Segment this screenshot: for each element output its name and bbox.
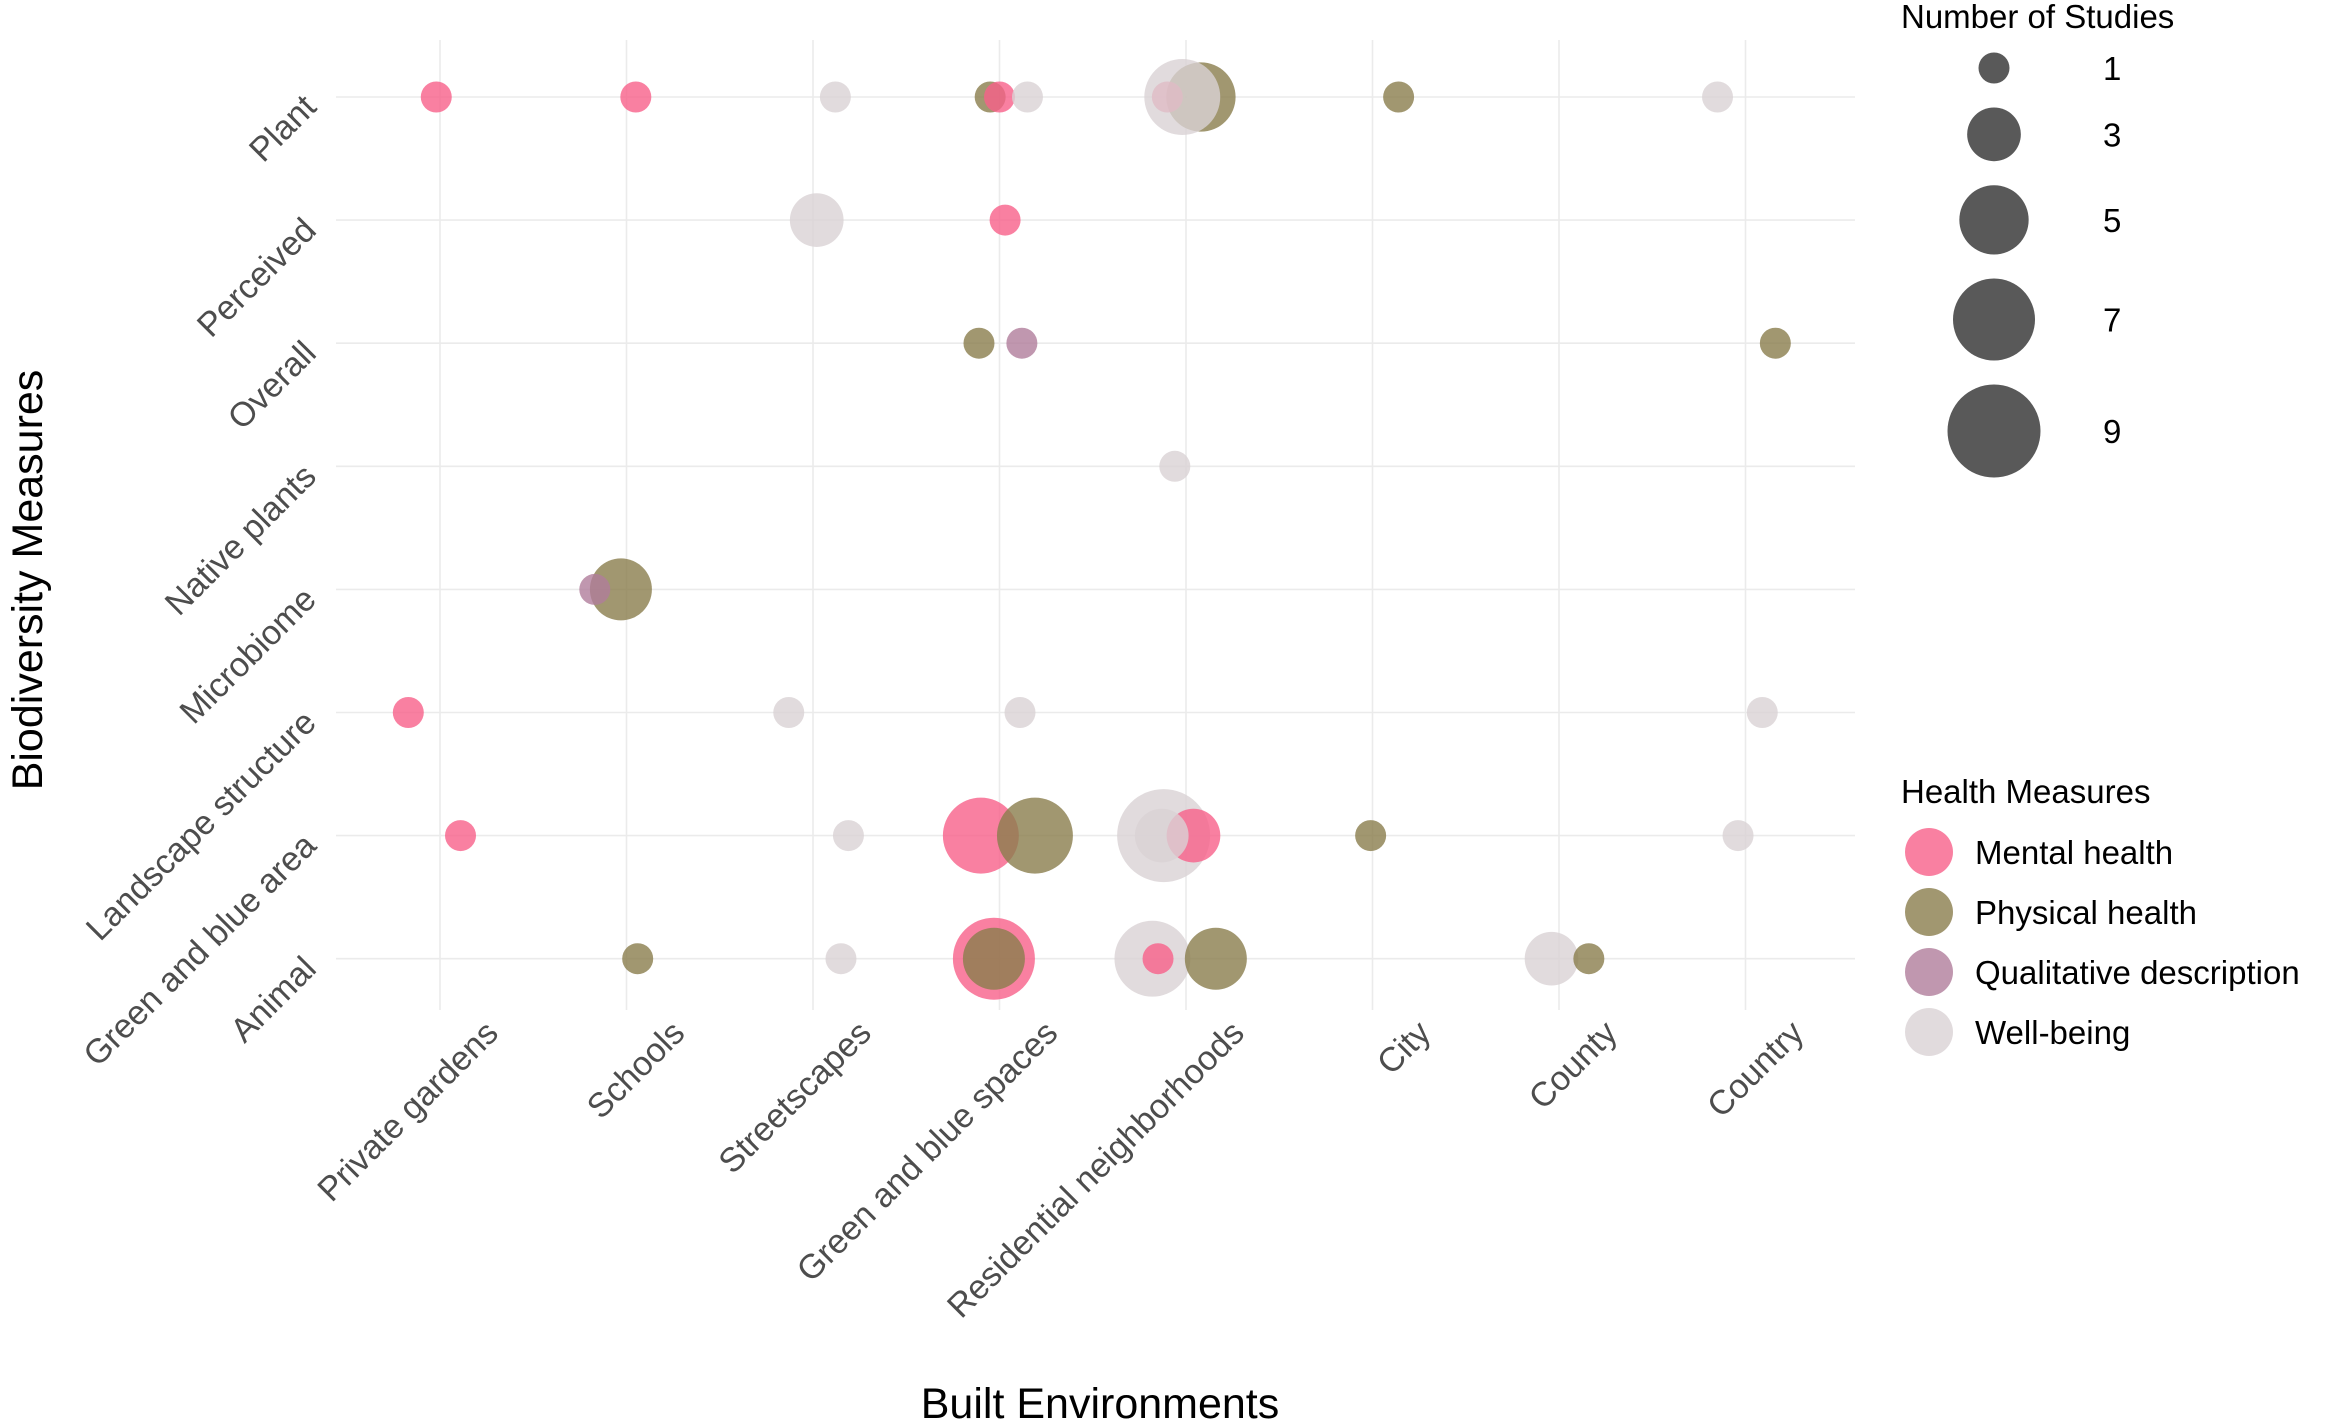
bubble-green-and-blue-spaces-animal-physical-health (962, 927, 1025, 990)
x-tick-streetscapes: Streetscapes (711, 1014, 878, 1181)
y-tick-perceived: Perceived (190, 211, 324, 345)
bubble-green-and-blue-spaces-landscape-structure-well-being (1004, 697, 1036, 728)
bubble-private-gardens-landscape-structure-mental-health (392, 697, 424, 728)
y-tick-plant: Plant (242, 87, 324, 169)
size-legend-circle-9 (1947, 384, 2041, 478)
color-legend-key-well-being (1905, 1008, 1953, 1056)
x-tick-country: Country (1700, 1014, 1811, 1125)
size-legend-label-7: 7 (2103, 302, 2121, 339)
x-axis-title: Built Environments (921, 1380, 1280, 1424)
bubble-green-and-blue-spaces-perceived-mental-health (989, 204, 1021, 236)
bubble-green-and-blue-spaces-green-and-blue-area-physical-health (996, 797, 1073, 874)
size-legend-circle-1 (1978, 52, 2010, 84)
color-legend-label-mental-health: Mental health (1975, 834, 2173, 871)
bubble-country-plant-well-being (1702, 81, 1734, 113)
bubble-residential-neighborhoods-animal-physical-health (1184, 927, 1247, 990)
y-tick-animal: Animal (223, 949, 323, 1049)
x-tick-private-gardens: Private gardens (310, 1014, 505, 1209)
x-tick-city: City (1370, 1014, 1438, 1082)
y-tick-landscape-structure: Landscape structure (79, 703, 324, 948)
x-tick-schools: Schools (580, 1014, 692, 1126)
size-legend-label-5: 5 (2103, 202, 2121, 239)
color-legend-title: Health Measures (1901, 773, 2150, 810)
bubble-country-landscape-structure-well-being (1746, 697, 1778, 728)
bubble-green-and-blue-spaces-green-and-blue-area-mental-health (942, 797, 1019, 874)
color-legend-items: Mental health Physical health Qualitative … (1905, 828, 2300, 1056)
bubble-county-animal-physical-health (1573, 943, 1605, 975)
bubble-streetscapes-green-and-blue-area-well-being (832, 820, 864, 852)
color-legend-key-mental-health (1905, 828, 1953, 876)
color-legend: Health Measures Mental health Physical he… (1901, 773, 2300, 1056)
color-legend-label-well-being: Well-being (1975, 1014, 2130, 1051)
bubble-schools-plant-mental-health (620, 81, 652, 113)
bubble-city-green-and-blue-area-physical-health (1355, 820, 1387, 852)
size-legend-label-9: 9 (2103, 413, 2121, 450)
size-legend-title: Number of Studies (1901, 0, 2174, 35)
bubble-streetscapes-landscape-structure-well-being (773, 697, 805, 728)
bubble-layer (392, 59, 1791, 1000)
size-legend-circle-7 (1952, 278, 2036, 361)
color-legend-label-qualitative-description: Qualitative description (1975, 954, 2300, 991)
bubble-schools-microbiome-physical-health (589, 558, 652, 621)
size-legend: Number of Studies 1 3 5 7 9 (1901, 0, 2174, 478)
size-legend-label-3: 3 (2103, 116, 2121, 153)
bubble-private-gardens-green-and-blue-area-mental-health (445, 820, 477, 852)
bubble-streetscapes-animal-well-being (825, 943, 857, 975)
bubble-residential-neighborhoods-native-plants-well-being (1159, 450, 1191, 482)
bubble-residential-neighborhoods-animal-mental-health (1142, 943, 1174, 975)
y-tick-green-and-blue-area: Green and blue area (76, 826, 323, 1073)
bubble-country-overall-physical-health (1759, 327, 1791, 359)
y-tick-overall: Overall (221, 334, 324, 437)
y-axis-title: Biodiversity Measures (4, 370, 52, 791)
bubble-county-animal-well-being (1524, 931, 1579, 986)
x-tick-residential-neighborhoods: Residential neighborhoods (940, 1014, 1252, 1326)
grid-lines (336, 40, 1855, 1010)
bubble-streetscapes-perceived-well-being (789, 193, 844, 247)
bubble-schools-microbiome-qualitative-description (579, 573, 611, 605)
bubble-green-and-blue-spaces-overall-physical-health (963, 327, 995, 359)
size-legend-circle-5 (1959, 185, 2029, 255)
bubble-green-and-blue-spaces-plant-well-being (1011, 81, 1043, 113)
x-tick-labels: Private gardens Schools StreetscapesGreen … (310, 1014, 1811, 1326)
bubble-green-and-blue-spaces-plant-mental-health (984, 81, 1015, 113)
size-legend-circle-3 (1967, 107, 2021, 162)
bubble-residential-neighborhoods-green-and-blue-area-well-being (1134, 808, 1189, 863)
bubble-country-green-and-blue-area-well-being (1722, 820, 1754, 852)
bubble-green-and-blue-spaces-overall-qualitative-description (1006, 327, 1038, 359)
bubble-streetscapes-plant-well-being (819, 81, 851, 113)
size-legend-items: 1 3 5 7 9 (1947, 50, 2121, 478)
color-legend-label-physical-health: Physical health (1975, 894, 2197, 931)
bubble-residential-neighborhoods-plant-well-being (1144, 59, 1221, 135)
color-legend-key-qualitative-description (1905, 948, 1953, 996)
x-tick-county: County (1522, 1014, 1625, 1117)
bubble-schools-animal-physical-health (622, 943, 654, 975)
color-legend-key-physical-health (1905, 888, 1953, 936)
bubble-private-gardens-plant-mental-health (420, 81, 452, 113)
bubble-city-plant-physical-health (1383, 81, 1415, 113)
size-legend-label-1: 1 (2103, 50, 2121, 87)
